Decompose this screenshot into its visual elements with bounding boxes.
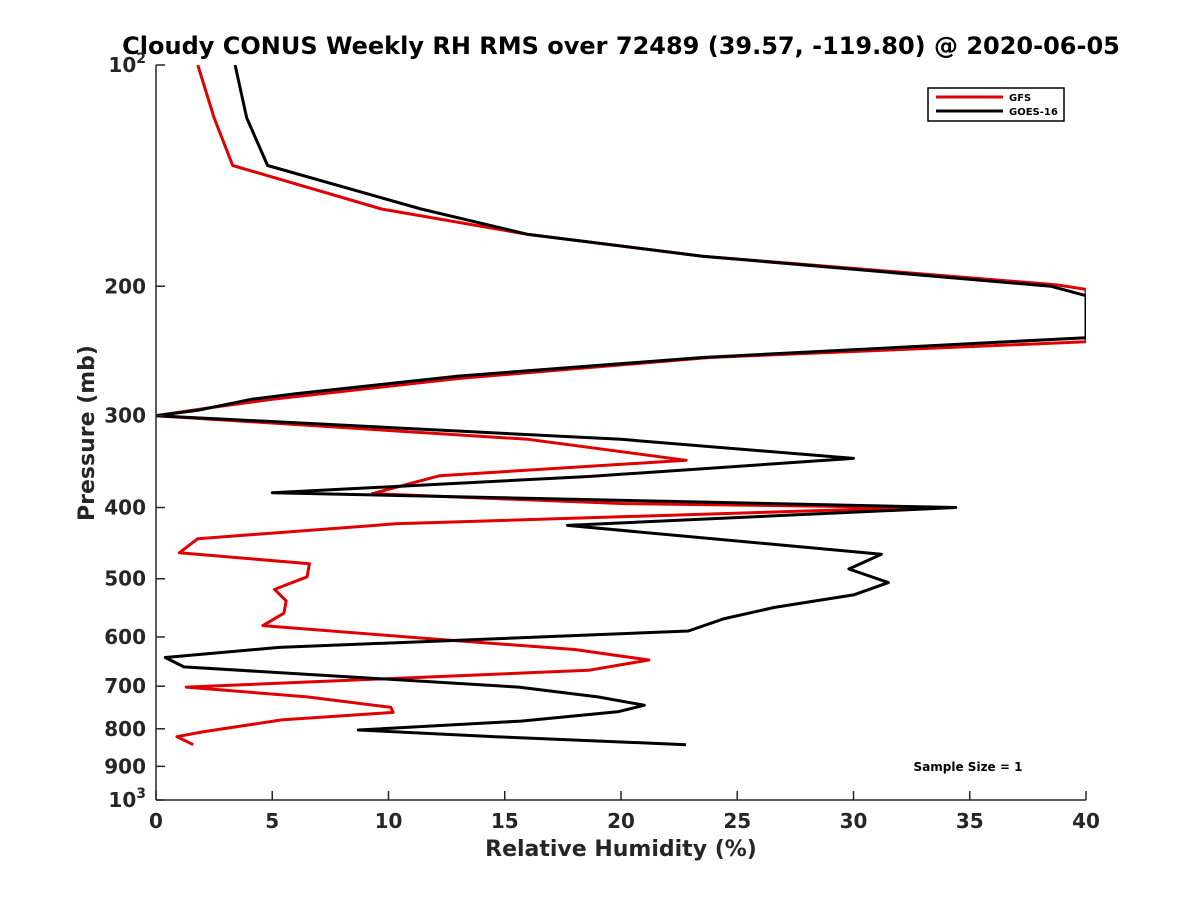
legend-label-gfs: GFS xyxy=(1009,93,1031,104)
x-tick-label: 5 xyxy=(265,809,279,833)
y-tick-label: 103 xyxy=(108,786,146,812)
series-line-gfs xyxy=(156,65,1086,747)
sample-size-annotation: Sample Size = 1 xyxy=(914,760,1023,774)
x-tick-label: 0 xyxy=(149,809,163,833)
y-tick-label: 300 xyxy=(104,404,146,428)
y-tick-label: 800 xyxy=(104,717,146,741)
series-group xyxy=(156,65,1086,747)
x-tick-label: 30 xyxy=(840,809,868,833)
y-tick-label: 400 xyxy=(104,496,146,520)
y-tick-label: 600 xyxy=(104,625,146,649)
series-line-goes-16 xyxy=(156,65,1086,747)
y-axis-label: Pressure (mb) xyxy=(75,345,100,521)
x-tick-label: 35 xyxy=(956,809,984,833)
y-tick-label: 900 xyxy=(104,754,146,778)
y-tick-label: 700 xyxy=(104,674,146,698)
y-tick-label: 200 xyxy=(104,274,146,298)
legend-label-goes-16: GOES-16 xyxy=(1009,107,1058,118)
legend: GFS GOES-16 xyxy=(927,87,1065,122)
legend-box xyxy=(927,87,1065,122)
plot-area xyxy=(156,65,1086,747)
x-tick-label: 40 xyxy=(1072,809,1100,833)
y-tick-label: 102 xyxy=(108,51,146,77)
x-axis-label: Relative Humidity (%) xyxy=(485,837,757,862)
y-tick-label: 500 xyxy=(104,567,146,591)
x-tick-label: 15 xyxy=(491,809,519,833)
chart-title: Cloudy CONUS Weekly RH RMS over 72489 (3… xyxy=(122,32,1120,60)
x-tick-label: 10 xyxy=(375,809,403,833)
x-tick-label: 20 xyxy=(607,809,635,833)
axes: 0 5 10 15 20 25 30 35 40 102 200 300 400 500 600 700 800… xyxy=(104,51,1100,833)
x-tick-label: 25 xyxy=(723,809,751,833)
